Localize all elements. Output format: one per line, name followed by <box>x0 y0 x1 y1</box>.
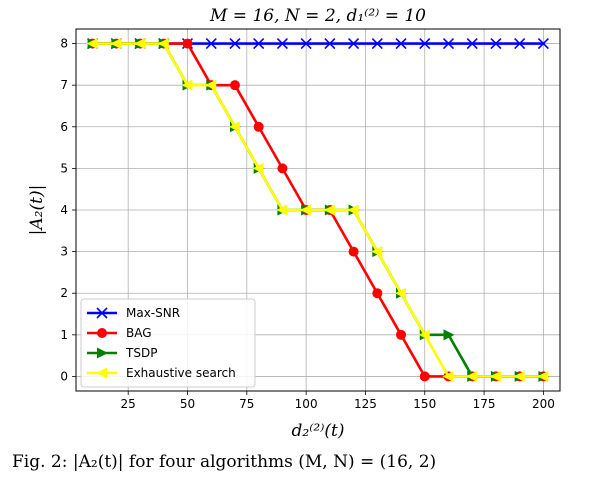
legend-marker <box>96 367 107 379</box>
legend-item: TSDP <box>87 346 157 360</box>
legend-marker <box>97 328 107 338</box>
data-point <box>229 80 240 91</box>
legend-item: Max-SNR <box>87 306 180 320</box>
data-point <box>253 37 265 50</box>
data-point <box>514 37 526 50</box>
data-point <box>537 370 549 382</box>
data-point <box>348 246 359 257</box>
legend-label: Max-SNR <box>126 306 180 320</box>
data-point <box>134 38 146 50</box>
x-tick-label: 125 <box>354 397 377 411</box>
x-tick-label: 175 <box>473 397 496 411</box>
data-point <box>466 370 478 382</box>
data-point <box>110 38 122 50</box>
legend-item: Exhaustive search <box>87 366 236 380</box>
data-point <box>157 38 169 50</box>
data-point <box>371 37 383 50</box>
data-point <box>348 37 360 50</box>
x-tick-label: 50 <box>180 397 195 411</box>
data-point <box>419 37 431 50</box>
data-point <box>466 37 478 50</box>
data-point <box>489 370 501 382</box>
y-tick-label: 7 <box>60 78 68 92</box>
data-point <box>513 370 525 382</box>
y-tick-label: 6 <box>60 120 68 134</box>
x-axis-label: d₂⁽²⁾(t) <box>292 421 345 441</box>
series-exhaustive-search <box>86 38 549 382</box>
x-tick-label: 75 <box>239 397 254 411</box>
data-point <box>395 287 407 299</box>
data-point <box>419 371 430 382</box>
data-point <box>371 246 383 258</box>
data-point <box>205 37 217 50</box>
data-point <box>490 37 502 50</box>
chart-title: M = 16, N = 2, d₁⁽²⁾ = 10 <box>209 6 426 26</box>
data-point <box>300 37 312 50</box>
legend-label: BAG <box>126 326 152 340</box>
legend-label: Exhaustive search <box>126 366 236 380</box>
x-tick-label: 25 <box>121 397 136 411</box>
data-point <box>396 329 407 340</box>
data-point <box>276 204 288 216</box>
data-point <box>324 37 336 50</box>
legend-marker <box>97 347 108 359</box>
legend-label: TSDP <box>125 346 157 360</box>
data-point <box>205 79 217 91</box>
data-point <box>372 288 383 299</box>
data-point <box>442 37 455 50</box>
data-point <box>182 38 193 49</box>
y-tick-label: 5 <box>60 161 68 175</box>
x-tick-label: 200 <box>532 397 555 411</box>
legend-marker <box>96 307 108 319</box>
y-tick-label: 0 <box>60 369 68 383</box>
legend-box <box>80 298 256 388</box>
legend: Max-SNR BAG TSDP Exhaustive search <box>80 298 256 388</box>
axis-ticks: 25 50 75 100 125 150 175 200 0 1 2 3 4 5 6 7 8 <box>60 37 554 411</box>
x-tick-label: 150 <box>413 397 436 411</box>
data-point <box>442 370 454 382</box>
data-point <box>347 204 359 216</box>
data-point <box>181 79 193 91</box>
data-point <box>86 38 98 50</box>
data-point <box>253 121 264 132</box>
x-tick-label: 100 <box>295 397 318 411</box>
data-point <box>443 329 455 341</box>
data-point <box>395 37 407 50</box>
y-tick-label: 3 <box>60 245 68 259</box>
y-axis-label: |A₂(t)| <box>27 185 47 236</box>
data-point <box>537 37 549 50</box>
figure-caption: Fig. 2: |A₂(t)| for four algorithms (M, … <box>12 452 437 472</box>
data-point <box>323 204 335 216</box>
data-point <box>418 329 430 341</box>
series-layer <box>86 37 550 382</box>
data-point <box>276 37 288 50</box>
y-tick-label: 8 <box>60 37 68 51</box>
y-tick-label: 2 <box>60 286 68 300</box>
legend-item: BAG <box>87 326 152 340</box>
chart: 25 50 75 100 125 150 175 200 0 1 2 3 4 5 6 7 8 M = 16, N… <box>27 6 561 441</box>
data-point <box>229 37 241 50</box>
y-tick-label: 1 <box>60 328 68 342</box>
y-tick-label: 4 <box>60 203 68 217</box>
data-point <box>277 163 288 174</box>
data-point <box>300 204 312 216</box>
data-point <box>228 121 240 133</box>
data-point <box>252 162 264 174</box>
